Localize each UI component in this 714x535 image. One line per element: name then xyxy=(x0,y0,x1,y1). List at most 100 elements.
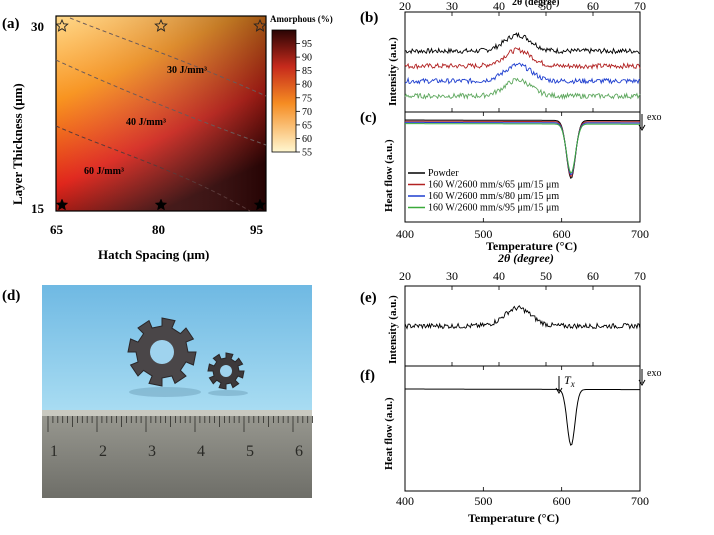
xtick-label-2: 40 xyxy=(493,0,505,13)
dsc-c-curves xyxy=(405,119,640,179)
contour-60 xyxy=(55,125,251,212)
legend-label-2: 160 W/2600 mm/s/80 μm/15 μm xyxy=(428,191,559,202)
xtick-label-1: 500 xyxy=(474,494,492,508)
xrd-b-xlabel-fragment: 2θ (degree) xyxy=(512,0,560,8)
colorbar-tick-0: 95 xyxy=(302,39,312,50)
heatmap-xtick-65: 65 xyxy=(50,222,64,237)
colorbar-tick-1: 90 xyxy=(302,53,312,64)
dsc-c-ylabel: Heat flow (a.u.) xyxy=(383,139,395,212)
panel-b-label: (b) xyxy=(360,10,378,26)
xtick-label-3: 50 xyxy=(540,269,552,283)
xtick-label-5: 70 xyxy=(634,269,646,283)
xtick-label-0: 400 xyxy=(396,227,414,241)
colorbar-tick-2: 85 xyxy=(302,66,312,77)
xtick-label-1: 30 xyxy=(446,269,458,283)
xrd-b-series-0 xyxy=(404,31,641,55)
contour-40 xyxy=(55,59,267,146)
heatmap-stars xyxy=(55,18,267,211)
panel-e: (e) 20 30 40 50 60 70 Intensity (a.u.) xyxy=(360,269,646,367)
xtick-label-1: 500 xyxy=(474,227,492,241)
star-filled-1 xyxy=(154,198,168,211)
panel-e-label: (e) xyxy=(360,290,377,306)
photo-ruler xyxy=(42,410,312,498)
dsc-f-curve xyxy=(405,388,640,446)
xrd-e-ylabel: Intensity (a.u.) xyxy=(387,295,399,364)
dsc-f-series xyxy=(405,388,640,446)
xtick-label-2: 40 xyxy=(493,269,505,283)
xrd-b-series-2 xyxy=(404,62,641,85)
ruler-number-4: 5 xyxy=(246,443,254,460)
panel-d-label: (d) xyxy=(2,288,20,304)
ruler-number-0: 1 xyxy=(50,443,58,460)
xtick-label-1: 30 xyxy=(446,0,458,13)
dsc-c-exo: exo xyxy=(647,112,661,123)
gear-small xyxy=(207,352,245,390)
xrd-b-ticks: 20 30 40 50 60 70 xyxy=(399,0,646,112)
heatmap-ytick-15: 15 xyxy=(31,201,45,216)
colorbar-tick-8: 55 xyxy=(302,148,312,159)
dsc-c-xlabel: Temperature (°C) xyxy=(486,239,577,253)
heatmap-xtick-95: 95 xyxy=(250,222,264,237)
legend-label-1: 160 W/2600 mm/s/65 μm/15 μm xyxy=(428,180,559,191)
star-open-1 xyxy=(154,18,168,32)
colorbar-title: Amorphous (%) xyxy=(270,14,333,24)
heatmap-frame xyxy=(55,15,267,212)
contour-label-30: 30 J/mm³ xyxy=(167,65,207,76)
colorbar-tick-7: 60 xyxy=(302,134,312,145)
panel-a: (a) 30 J/mm³ 40 J/mm³ 60 J/mm³ 30 15 65 … xyxy=(2,14,333,262)
colorbar-tick-5: 70 xyxy=(302,107,312,118)
panel-f: (f) Tx exo 400 500 600 700 Heat flow (a.u.)… xyxy=(360,365,661,525)
ruler-number-5: 6 xyxy=(295,443,303,460)
panel-a-label: (a) xyxy=(2,16,20,32)
panel-f-label: (f) xyxy=(360,368,375,384)
xtick-label-4: 60 xyxy=(587,269,599,283)
xrd-e-ticks: 20 30 40 50 60 70 xyxy=(399,269,646,366)
xrd-e-series xyxy=(404,305,641,330)
legend-label-3: 160 W/2600 mm/s/95 μm/15 μm xyxy=(428,203,559,214)
xtick-label-3: 50 xyxy=(540,0,552,13)
xtick-label-0: 400 xyxy=(396,494,414,508)
dsc-c-series-2 xyxy=(405,121,640,176)
panel-d: (d) 1 2 3 4 5 6 xyxy=(2,285,314,498)
ruler-number-3: 4 xyxy=(197,443,205,460)
ruler-number-2: 3 xyxy=(148,443,156,460)
dsc-f-xlabel: Temperature (°C) xyxy=(468,511,559,525)
contour-30 xyxy=(69,17,267,97)
dsc-c-ticks: 400 500 600 700 xyxy=(396,112,649,241)
colorbar-tick-3: 80 xyxy=(302,80,312,91)
panel-b: (b) 20 30 40 50 60 70 Intensity (a.u.) 2θ (de… xyxy=(360,0,646,113)
star-open-2 xyxy=(253,18,267,32)
colorbar-tick-4: 75 xyxy=(302,93,312,104)
heatmap-ytick-30: 30 xyxy=(31,19,44,34)
star-filled-2 xyxy=(253,198,267,211)
ruler-ticks: 1 2 3 4 5 6 xyxy=(47,416,314,460)
star-open-0 xyxy=(55,18,69,32)
xtick-label-4: 60 xyxy=(587,0,599,13)
contour-label-60: 60 J/mm³ xyxy=(84,166,124,177)
xrd-b-ylabel: Intensity (a.u.) xyxy=(387,37,399,106)
xtick-label-3: 700 xyxy=(631,227,649,241)
xtick-label-2: 600 xyxy=(553,227,571,241)
dsc-c-series-1 xyxy=(405,120,640,178)
ruler-number-1: 2 xyxy=(99,443,107,460)
xtick-label-5: 70 xyxy=(634,0,646,13)
dsc-f-ticks: 400 500 600 700 xyxy=(396,366,649,508)
colorbar-ticks: 95 90 85 80 75 70 65 60 55 xyxy=(296,39,312,159)
xtick-label-0: 20 xyxy=(399,269,411,283)
legend-label-0: Powder xyxy=(428,168,459,179)
xrd-b-curves xyxy=(404,31,641,100)
star-filled-0 xyxy=(55,198,69,211)
xrd-b-series-3 xyxy=(404,77,641,100)
dsc-f-exo: exo xyxy=(647,368,661,379)
contour-label-40: 40 J/mm³ xyxy=(126,117,166,128)
colorbar-tick-6: 65 xyxy=(302,120,312,131)
xtick-label-2: 600 xyxy=(553,494,571,508)
gear-large xyxy=(127,317,197,387)
heatmap-xlabel: Hatch Spacing (μm) xyxy=(98,247,209,262)
heatmap-ylabel: Layer Thickness (μm) xyxy=(10,83,25,205)
dsc-c-series-3 xyxy=(405,123,640,174)
dsc-f-tx: Tx xyxy=(564,373,575,389)
dsc-c-frame xyxy=(404,111,641,223)
